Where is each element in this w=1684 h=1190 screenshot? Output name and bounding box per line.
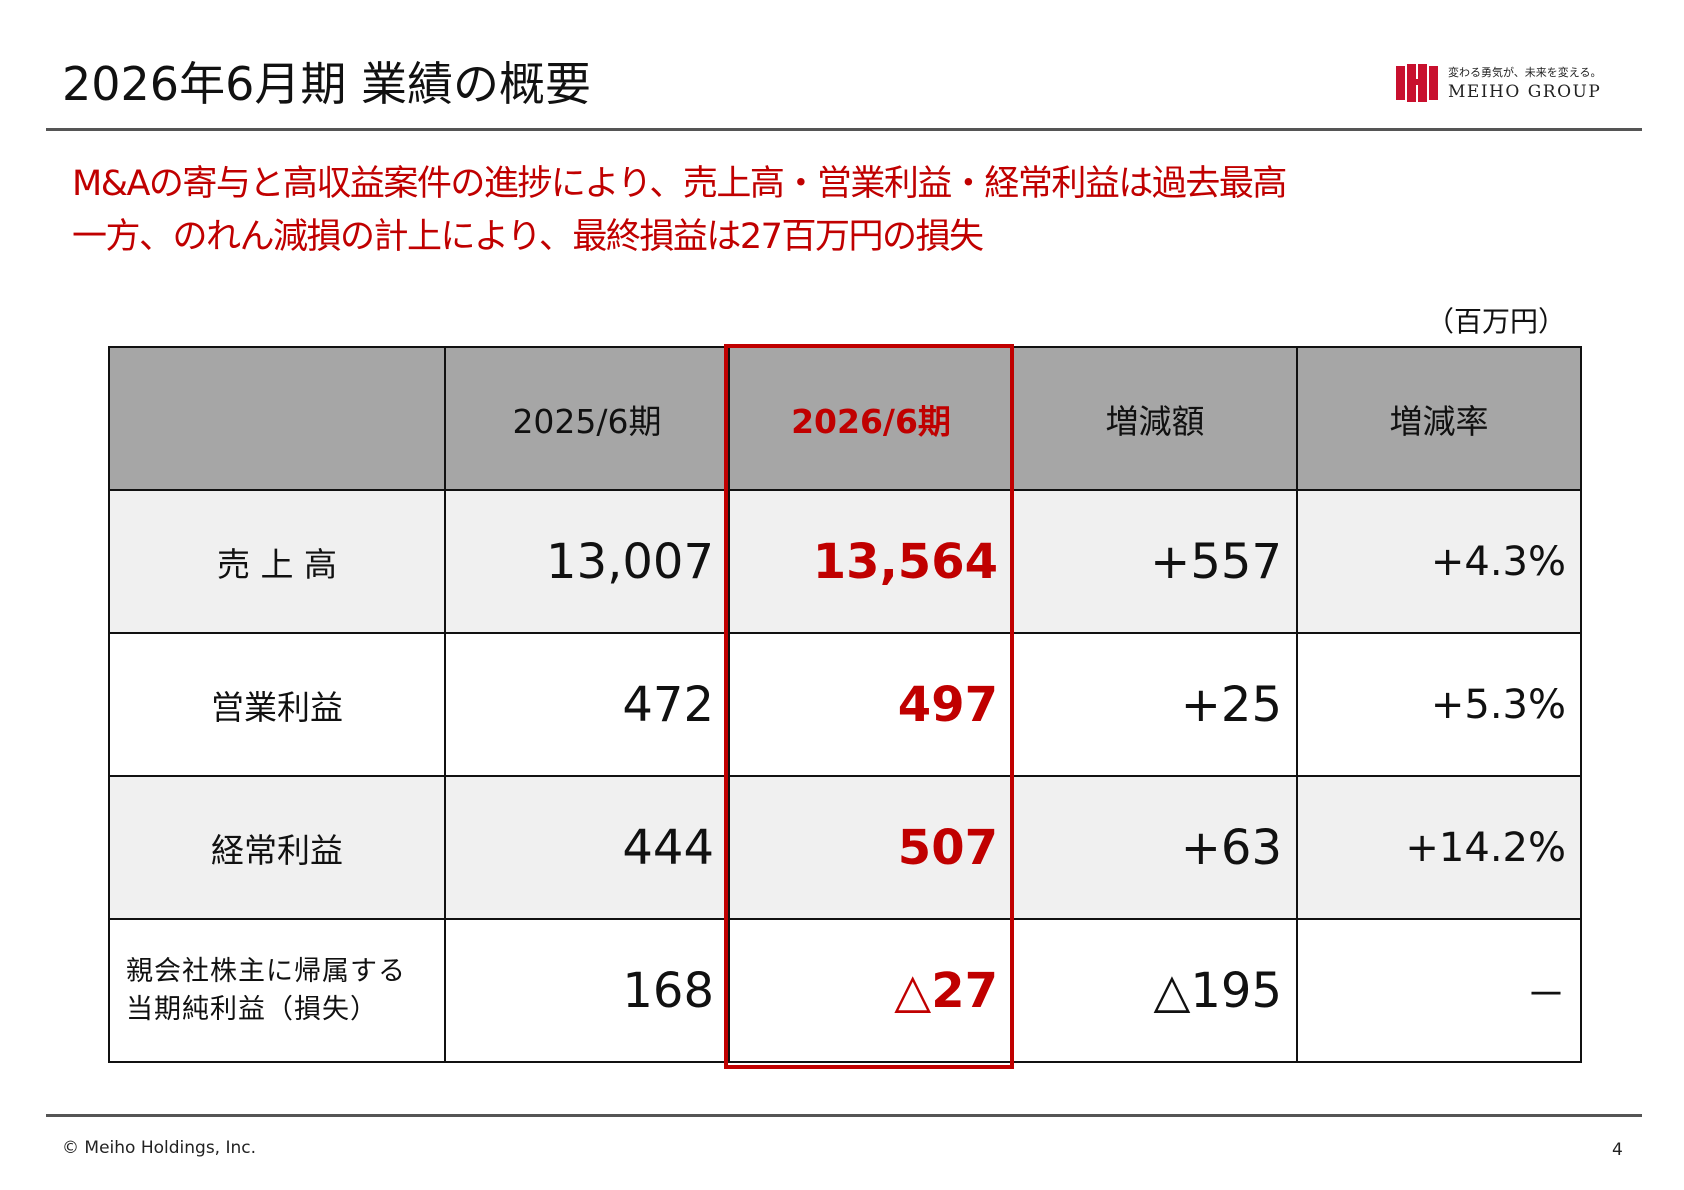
header-change-rate: 増減率 (1296, 346, 1582, 491)
headline: M&Aの寄与と高収益案件の進捗により、売上高・営業利益・経常利益は過去最高 一方… (72, 158, 1287, 264)
headline-line-1: M&Aの寄与と高収益案件の進捗により、売上高・営業利益・経常利益は過去最高 (72, 164, 1287, 204)
table-row-operating-profit: 営業利益 472 497 +25 +5.3% (108, 632, 1582, 777)
footer-copyright: © Meiho Holdings, Inc. (62, 1138, 257, 1158)
current-value: 507 (728, 775, 1014, 920)
change-amount: △195 (1012, 918, 1298, 1063)
change-amount: +557 (1012, 489, 1298, 634)
prev-value: 472 (444, 632, 730, 777)
row-label: 親会社株主に帰属する 当期純利益（損失） (108, 918, 446, 1063)
logo-name: MEIHO GROUP (1448, 82, 1602, 102)
row-label-line-1: 親会社株主に帰属する (126, 955, 406, 987)
prev-value: 168 (444, 918, 730, 1063)
header-current-period: 2026/6期 (728, 346, 1014, 491)
row-label: 経常利益 (108, 775, 446, 920)
triangle-negative-icon: △ (894, 962, 932, 1019)
prev-value: 13,007 (444, 489, 730, 634)
change-amount: +63 (1012, 775, 1298, 920)
footer-divider (46, 1114, 1642, 1117)
current-value: 13,564 (728, 489, 1014, 634)
change-rate: +5.3% (1296, 632, 1582, 777)
title-divider (46, 128, 1642, 131)
header-change-amount: 増減額 (1012, 346, 1298, 491)
table-row-ordinary-profit: 経常利益 444 507 +63 +14.2% (108, 775, 1582, 920)
change-rate: － (1296, 918, 1582, 1063)
logo-tagline: 変わる勇気が、未来を変える。 (1448, 66, 1602, 79)
row-label: 営業利益 (108, 632, 446, 777)
current-value: 497 (728, 632, 1014, 777)
current-value: △27 (728, 918, 1014, 1063)
change-amount: +25 (1012, 632, 1298, 777)
results-table: 2025/6期 2026/6期 増減額 増減率 売 上 高 13,007 13,… (108, 346, 1582, 1063)
row-label: 売 上 高 (108, 489, 446, 634)
current-value-number: 27 (931, 962, 998, 1019)
slide-title: 2026年6月期 業績の概要 (62, 57, 591, 111)
meiho-group-logo: 変わる勇気が、未来を変える。 MEIHO GROUP (1396, 64, 1632, 104)
row-label-line-2: 当期純利益（損失） (126, 993, 378, 1025)
page-number: 4 (1612, 1140, 1623, 1160)
meiho-logo-mark-icon (1396, 64, 1438, 102)
change-rate: +4.3% (1296, 489, 1582, 634)
table-row-sales: 売 上 高 13,007 13,564 +557 +4.3% (108, 489, 1582, 634)
header-prev-period: 2025/6期 (444, 346, 730, 491)
unit-label: （百万円） (1426, 305, 1567, 338)
table-header-row: 2025/6期 2026/6期 増減額 増減率 (108, 346, 1582, 491)
headline-line-2: 一方、のれん減損の計上により、最終損益は27百万円の損失 (72, 217, 984, 257)
table-row-net-income: 親会社株主に帰属する 当期純利益（損失） 168 △27 △195 － (108, 918, 1582, 1063)
header-label-col (108, 346, 446, 491)
prev-value: 444 (444, 775, 730, 920)
change-rate: +14.2% (1296, 775, 1582, 920)
